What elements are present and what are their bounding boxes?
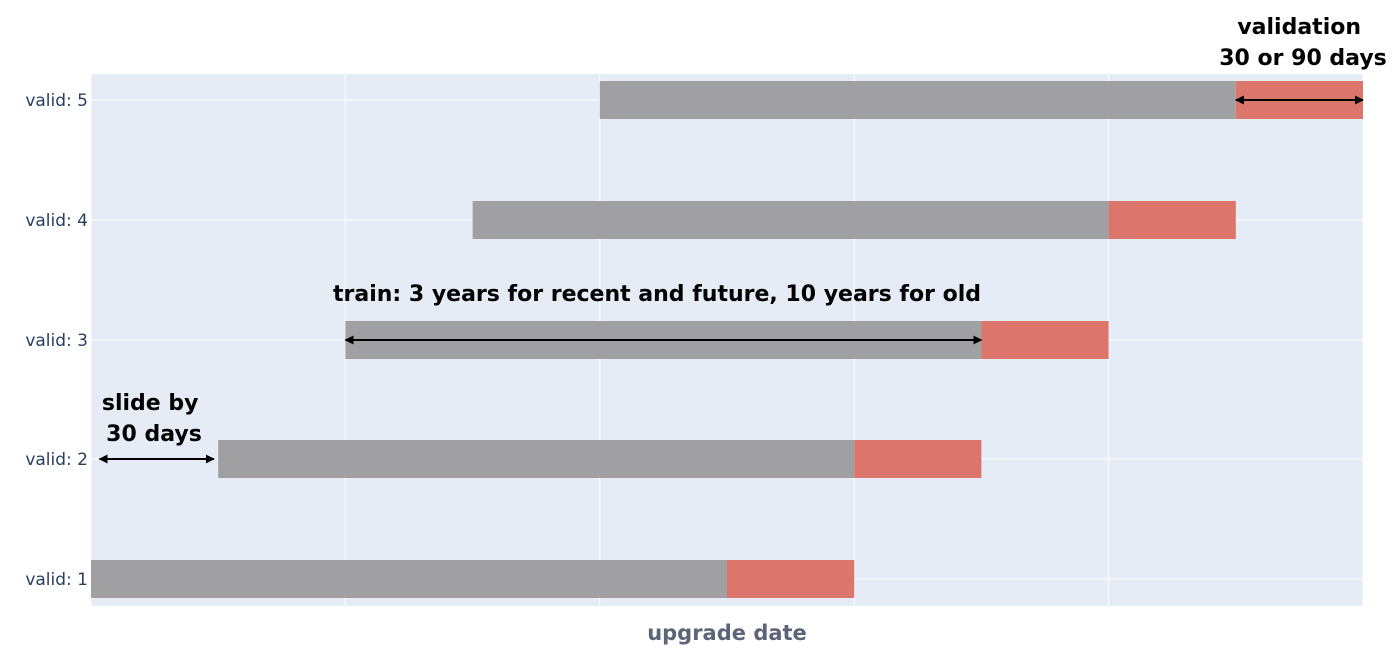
validation-annotation-line-1: validation — [1237, 15, 1361, 40]
validation-bar-1 — [727, 560, 855, 598]
slide-annotation-line-1: slide by — [102, 391, 199, 416]
train-bar-1 — [91, 560, 727, 598]
train-annotation-label: train: 3 years for recent and future, 10… — [333, 282, 981, 307]
y-tick-label-5: valid: 5 — [25, 91, 88, 111]
validation-bar-2 — [854, 440, 982, 478]
slide-annotation-line-2: 30 days — [106, 422, 202, 447]
y-tick-label-3: valid: 3 — [25, 331, 88, 351]
slide-annotation-label: slide by 30 days — [102, 391, 206, 447]
bars — [91, 81, 1363, 598]
train-bar-2 — [218, 440, 855, 478]
train-bar-5 — [599, 81, 1236, 119]
y-tick-label-4: valid: 4 — [25, 211, 88, 231]
train-bar-4 — [472, 201, 1109, 239]
validation-bar-4 — [1108, 201, 1236, 239]
validation-annotation-label: validation 30 or 90 days — [1219, 15, 1387, 71]
y-tick-label-2: valid: 2 — [25, 450, 88, 470]
annotation-arrows — [98, 95, 1364, 464]
x-axis-title: upgrade date — [647, 621, 807, 645]
y-tick-label-1: valid: 1 — [25, 570, 88, 590]
validation-annotation-line-2: 30 or 90 days — [1219, 46, 1387, 71]
validation-bar-3 — [981, 321, 1109, 359]
y-tick-labels: valid: 1 valid: 2 valid: 3 valid: 4 valid: 5 — [25, 91, 88, 590]
